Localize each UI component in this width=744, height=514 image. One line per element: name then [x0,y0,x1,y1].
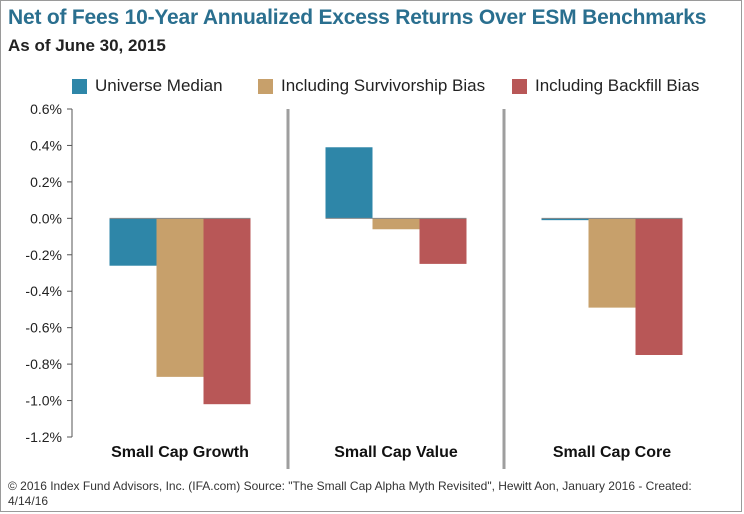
category-label: Small Cap Growth [111,444,249,461]
bar-including-survivorship-bias [156,218,204,377]
y-tick-label: 0.2% [30,174,62,190]
y-tick-label: 0.4% [30,137,62,153]
y-tick-label: -1.2% [25,429,62,445]
y-tick-label: -0.4% [25,283,62,299]
legend-item-universe-median: Universe Median [72,74,223,98]
chart-subtitle: As of June 30, 2015 [8,36,166,55]
y-tick-label: 0.0% [30,210,62,226]
footer-note: © 2016 Index Fund Advisors, Inc. (IFA.co… [8,479,692,508]
legend-item-survivorship-bias: Including Survivorship Bias [258,74,485,98]
y-tick-label: -0.2% [25,247,62,263]
bar-universe-median [325,147,373,219]
legend-swatch-universe-median [72,78,87,94]
category-label: Small Cap Core [553,444,671,461]
legend-swatch-backfill-bias [512,78,527,94]
bar-including-survivorship-bias [588,218,636,308]
bar-including-backfill-bias [635,218,683,355]
bar-universe-median [541,218,589,221]
category-label: Small Cap Value [334,444,458,461]
bar-including-survivorship-bias [372,218,420,230]
y-tick-label: -1.0% [25,393,62,409]
y-tick-label: -0.8% [25,356,62,372]
bar-including-backfill-bias [203,218,251,405]
y-tick-label: 0.6% [30,101,62,117]
chart-title: Net of Fees 10-Year Annualized Excess Re… [8,6,707,29]
legend-item-backfill-bias: Including Backfill Bias [512,74,699,98]
legend-label-universe-median: Universe Median [95,76,223,95]
bar-universe-median [109,218,157,266]
legend: Universe Median Including Survivorship B… [0,74,744,98]
bar-including-backfill-bias [419,218,467,264]
legend-swatch-survivorship-bias [258,78,273,94]
legend-label-survivorship-bias: Including Survivorship Bias [281,76,486,95]
y-tick-label: -0.6% [25,320,62,336]
legend-label-backfill-bias: Including Backfill Bias [535,76,700,95]
